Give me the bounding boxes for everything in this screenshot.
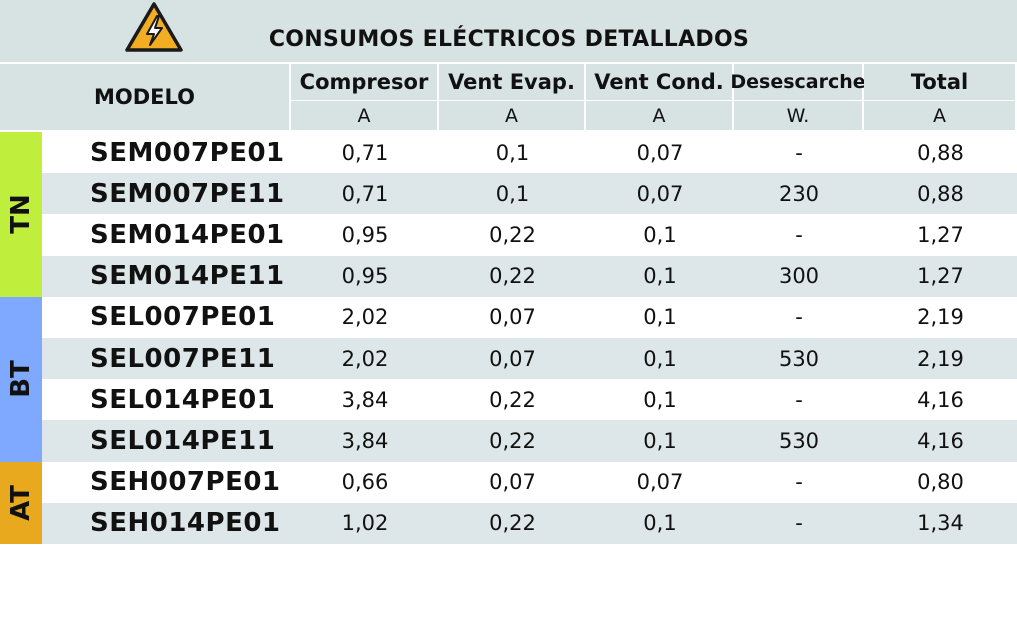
high-voltage-warning-icon bbox=[124, 1, 184, 53]
value-cell: - bbox=[795, 387, 803, 412]
group-band-at: AT bbox=[0, 461, 42, 544]
model-name-cell: SEM007PE11 bbox=[90, 178, 285, 209]
value-cell: 0,22 bbox=[489, 511, 536, 536]
table-row-bg bbox=[42, 255, 1017, 297]
column-unit-1: A bbox=[291, 101, 437, 130]
value-cell: 0,1 bbox=[643, 346, 677, 371]
value-cell: 0,66 bbox=[341, 470, 389, 495]
column-header-5: Total bbox=[864, 64, 1015, 100]
value-cell: 4,16 bbox=[917, 428, 964, 453]
value-cell: 0,1 bbox=[643, 387, 677, 412]
column-unit-4: W. bbox=[734, 101, 862, 130]
value-cell: 0,07 bbox=[636, 140, 684, 165]
table-row-bg bbox=[42, 296, 1017, 338]
value-cell: 1,27 bbox=[917, 222, 964, 247]
value-cell: 0,07 bbox=[489, 470, 536, 495]
value-cell: 0,07 bbox=[489, 305, 536, 330]
value-cell: 3,84 bbox=[341, 387, 389, 412]
table-row-bg bbox=[42, 132, 1017, 174]
column-header-2: Vent Evap. bbox=[439, 64, 584, 100]
value-cell: - bbox=[795, 470, 803, 495]
group-band-tn: TN bbox=[0, 132, 42, 297]
value-cell: 0,1 bbox=[643, 264, 677, 289]
header-divider bbox=[0, 130, 1017, 132]
model-name-cell: SEL014PE01 bbox=[90, 384, 276, 415]
column-header-4: Desescarche bbox=[730, 64, 866, 100]
model-name-cell: SEL007PE01 bbox=[90, 302, 276, 333]
table-row-bg bbox=[42, 502, 1017, 544]
column-unit-5: A bbox=[864, 101, 1015, 130]
value-cell: 300 bbox=[778, 264, 820, 289]
model-name-cell: SEL007PE11 bbox=[90, 343, 276, 374]
group-band-bt: BT bbox=[0, 296, 42, 462]
column-unit-3: A bbox=[586, 101, 732, 130]
value-cell: 2,02 bbox=[341, 346, 389, 371]
value-cell: 1,02 bbox=[341, 511, 389, 536]
value-cell: 0,95 bbox=[341, 264, 389, 289]
model-name-cell: SEH007PE01 bbox=[90, 467, 281, 498]
value-cell: 530 bbox=[778, 428, 820, 453]
value-cell: 0,22 bbox=[489, 428, 536, 453]
value-cell: 0,1 bbox=[643, 222, 677, 247]
value-cell: 0,88 bbox=[917, 140, 964, 165]
model-column-header: MODELO bbox=[0, 64, 289, 130]
value-cell: 0,95 bbox=[341, 222, 389, 247]
value-cell: 530 bbox=[778, 346, 820, 371]
value-cell: 0,80 bbox=[917, 470, 964, 495]
value-cell: - bbox=[795, 222, 803, 247]
electrical-consumption-table: CONSUMOS ELÉCTRICOS DETALLADOS MODELO Com… bbox=[0, 0, 1017, 544]
table-row-bg bbox=[42, 420, 1017, 462]
value-cell: 230 bbox=[778, 181, 820, 206]
model-name-cell: SEH014PE01 bbox=[90, 508, 281, 539]
value-cell: 0,1 bbox=[495, 181, 530, 206]
value-cell: 0,07 bbox=[489, 346, 536, 371]
model-name-cell: SEM014PE11 bbox=[90, 261, 285, 292]
model-name-cell: SEM014PE01 bbox=[90, 219, 285, 250]
value-cell: 4,16 bbox=[917, 387, 964, 412]
table-row-bg bbox=[42, 214, 1017, 256]
value-cell: 0,22 bbox=[489, 222, 536, 247]
table-row-bg bbox=[42, 338, 1017, 380]
value-cell: 2,02 bbox=[341, 305, 389, 330]
value-cell: 0,22 bbox=[489, 387, 536, 412]
value-cell: 0,1 bbox=[643, 428, 677, 453]
value-cell: - bbox=[795, 140, 803, 165]
table-row-bg bbox=[42, 461, 1017, 503]
value-cell: 2,19 bbox=[917, 305, 964, 330]
value-cell: 0,07 bbox=[636, 181, 684, 206]
value-cell: 0,88 bbox=[917, 181, 964, 206]
group-label: BT bbox=[6, 360, 36, 398]
value-cell: - bbox=[795, 305, 803, 330]
column-unit-2: A bbox=[439, 101, 584, 130]
value-cell: 1,27 bbox=[917, 264, 964, 289]
table-row-bg bbox=[42, 379, 1017, 421]
value-cell: - bbox=[795, 511, 803, 536]
value-cell: 0,07 bbox=[636, 470, 684, 495]
table-title: CONSUMOS ELÉCTRICOS DETALLADOS bbox=[268, 26, 750, 52]
value-cell: 0,22 bbox=[489, 264, 536, 289]
column-header-1: Compresor bbox=[291, 64, 437, 100]
header-divider bbox=[0, 62, 1017, 64]
model-name-cell: SEM007PE01 bbox=[90, 137, 285, 168]
value-cell: 0,1 bbox=[495, 140, 530, 165]
value-cell: 2,19 bbox=[917, 346, 964, 371]
value-cell: 0,1 bbox=[643, 305, 677, 330]
model-name-cell: SEL014PE11 bbox=[90, 425, 276, 456]
group-label: AT bbox=[6, 484, 36, 521]
value-cell: 0,71 bbox=[341, 140, 389, 165]
value-cell: 3,84 bbox=[341, 428, 389, 453]
table-row-bg bbox=[42, 173, 1017, 215]
value-cell: 0,71 bbox=[341, 181, 389, 206]
column-header-3: Vent Cond. bbox=[586, 64, 732, 100]
value-cell: 0,1 bbox=[643, 511, 677, 536]
value-cell: 1,34 bbox=[917, 511, 964, 536]
group-label: TN bbox=[6, 194, 36, 235]
